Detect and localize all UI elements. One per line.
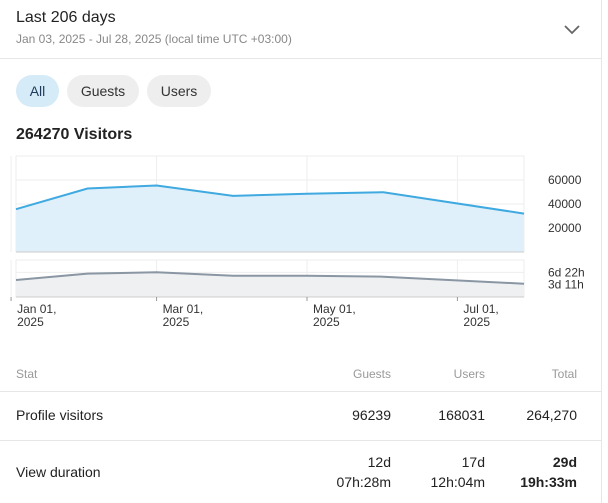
row-label-profile-visitors: Profile visitors [16, 407, 104, 423]
x-tick-label: Jul 01, [463, 302, 498, 316]
x-tick-label-year: 2025 [313, 315, 340, 329]
cell-total-duration-time: 19h:33m [520, 474, 577, 490]
cell-guests-duration-days: 12d [367, 454, 391, 470]
cell-users-duration-days: 17d [461, 454, 485, 470]
date-range-subtitle: Jan 03, 2025 - Jul 28, 2025 (local time … [16, 32, 292, 46]
cell-guests-duration-time: 07h:28m [336, 474, 391, 490]
col-header-stat: Stat [16, 367, 38, 381]
cell-total-duration-days: 29d [552, 454, 577, 470]
cell-users-duration-time: 12h:04m [430, 474, 485, 490]
chevron-down-icon[interactable] [561, 18, 583, 40]
duration-y-tick-label: 6d 22h [548, 265, 585, 279]
divider [0, 391, 601, 392]
cell-users-visitors: 168031 [438, 407, 485, 423]
date-range-header[interactable]: Last 206 days Jan 03, 2025 - Jul 28, 202… [0, 0, 601, 59]
x-tick-label: Mar 01, [163, 302, 204, 316]
visitors-count: 264270 Visitors [16, 126, 133, 143]
visitors-area [16, 185, 524, 252]
col-header-guests: Guests [352, 367, 391, 381]
cell-total-visitors: 264,270 [526, 407, 577, 423]
x-tick-label: May 01, [313, 302, 356, 316]
x-tick-label-year: 2025 [17, 315, 44, 329]
duration-area [16, 272, 524, 297]
x-tick-label-year: 2025 [163, 315, 190, 329]
duration-series-line [15, 271, 525, 285]
row-label-view-duration: View duration [16, 464, 101, 480]
filter-all[interactable]: All [16, 75, 59, 107]
col-header-users: Users [453, 367, 485, 381]
visitors-y-tick-label: 20000 [548, 221, 582, 235]
duration-y-tick-label: 3d 11h [548, 278, 584, 292]
visitors-series-line [15, 184, 525, 215]
divider [0, 440, 601, 441]
visitors-y-tick-label: 60000 [548, 173, 582, 187]
date-range-title: Last 206 days [16, 9, 116, 26]
x-tick-label-year: 2025 [463, 315, 490, 329]
col-header-total: Total [551, 367, 577, 381]
x-tick-label: Jan 01, [17, 302, 56, 316]
visitors-y-tick-label: 40000 [548, 197, 582, 211]
filter-guests[interactable]: Guests [67, 75, 139, 107]
filter-users[interactable]: Users [147, 75, 211, 107]
cell-guests-visitors: 96239 [352, 407, 391, 423]
